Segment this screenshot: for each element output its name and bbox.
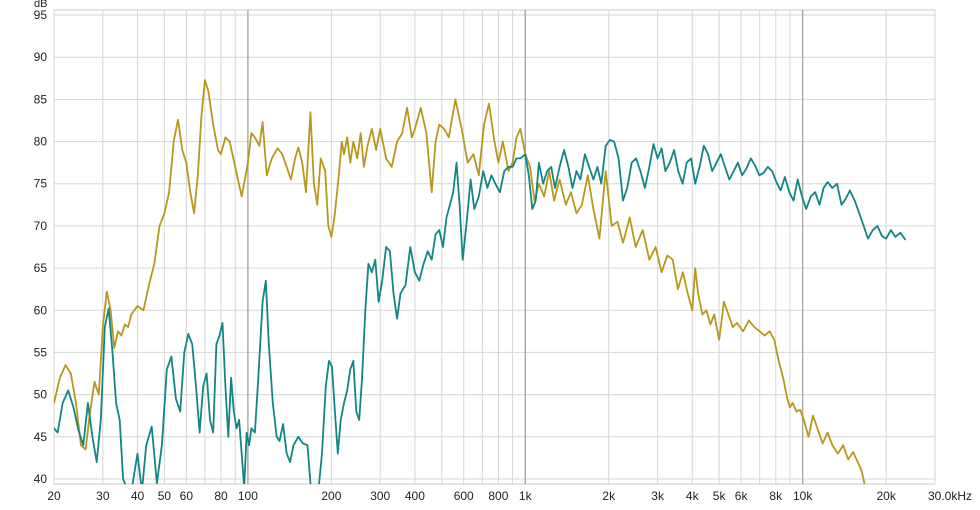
y-tick-label: 80 (34, 135, 48, 149)
y-tick-label: 60 (34, 303, 48, 317)
series-line-1 (54, 79, 866, 484)
x-tick-label: 40 (131, 489, 145, 503)
x-tick-label: 100 (238, 489, 258, 503)
x-tick-label: 800 (488, 489, 508, 503)
x-tick-label: 5k (713, 489, 727, 503)
y-tick-label: 75 (34, 177, 48, 191)
x-tick-label: 1k (519, 489, 533, 503)
x-tick-label: 30 (96, 489, 110, 503)
x-tick-label: 2k (602, 489, 616, 503)
y-tick-label: 70 (34, 219, 48, 233)
x-tick-label: 30.0kHz (928, 489, 972, 503)
series-group (54, 79, 906, 484)
tick-labels: 40 45 50 55 60 65 70 75 80 85 90 95 20 30 40 50 60 80 100 2… (34, 8, 972, 503)
y-tick-label: 40 (34, 472, 48, 486)
y-tick-label: 45 (34, 430, 48, 444)
x-tick-label: 50 (158, 489, 172, 503)
x-tick-label: 8k (769, 489, 783, 503)
y-tick-label: 90 (34, 50, 48, 64)
x-tick-label: 6k (735, 489, 749, 503)
y-tick-label: 55 (34, 345, 48, 359)
y-tick-label: 85 (34, 92, 48, 106)
x-tick-label: 10k (793, 489, 813, 503)
y-tick-label: 65 (34, 261, 48, 275)
x-tick-label: 600 (454, 489, 474, 503)
x-tick-label: 300 (370, 489, 390, 503)
x-tick-label: 200 (321, 489, 341, 503)
x-tick-label: 400 (405, 489, 425, 503)
grid (53, 9, 936, 485)
x-tick-label: 60 (180, 489, 194, 503)
x-tick-label: 20 (47, 489, 61, 503)
y-tick-label: 95 (34, 8, 48, 22)
x-tick-label: 3k (651, 489, 665, 503)
y-tick-label: 50 (34, 388, 48, 402)
series-line-2 (54, 139, 906, 484)
x-tick-label: 80 (214, 489, 228, 503)
plot-frame (53, 9, 936, 485)
y-axis-label: dB (34, 0, 47, 10)
x-tick-label: 20k (876, 489, 896, 503)
x-tick-label: 4k (686, 489, 700, 503)
